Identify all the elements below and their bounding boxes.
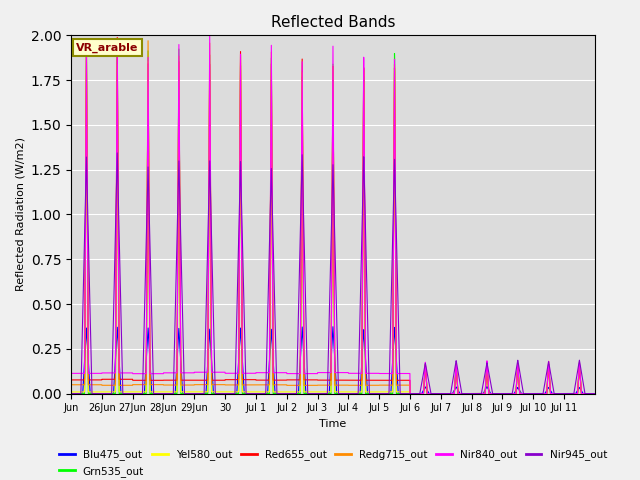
Nir840_out (150, 371, 158, 376)
Yel580_out (591, 391, 598, 396)
Redg715_out (115, 323, 123, 329)
Red655_out (177, 301, 184, 307)
Blu475_out (115, 351, 123, 357)
Yel580_out (406, 391, 414, 396)
Nir840_out (177, 273, 184, 278)
Redg715_out (177, 304, 184, 310)
Grn535_out (383, 391, 391, 396)
Red655_out (442, 391, 449, 396)
Nir945_out (151, 391, 159, 396)
Line: Nir840_out: Nir840_out (71, 36, 595, 394)
Nir945_out (113, 150, 121, 156)
Red655_out (389, 342, 397, 348)
Line: Nir945_out: Nir945_out (71, 153, 595, 394)
Blu475_out (177, 348, 184, 354)
Nir840_out (406, 391, 414, 396)
Yel580_out (206, 52, 214, 58)
Line: Redg715_out: Redg715_out (71, 41, 595, 394)
Grn535_out (175, 46, 183, 52)
Line: Grn535_out: Grn535_out (71, 49, 595, 394)
Legend: Blu475_out, Grn535_out, Yel580_out, Red655_out, Redg715_out, Nir840_out, Nir945_: Blu475_out, Grn535_out, Yel580_out, Red6… (55, 445, 611, 480)
Grn535_out (67, 391, 75, 396)
Blu475_out (383, 391, 391, 396)
Blu475_out (329, 324, 337, 330)
Yel580_out (442, 391, 449, 396)
Grn535_out (389, 353, 397, 359)
Blu475_out (150, 391, 158, 396)
Red655_out (115, 333, 123, 339)
Redg715_out (67, 382, 75, 388)
Nir840_out (442, 391, 449, 396)
Nir840_out (67, 371, 75, 376)
Grn535_out (177, 309, 184, 314)
Nir945_out (177, 216, 184, 222)
Grn535_out (115, 327, 123, 333)
Yel580_out (150, 389, 158, 395)
Blu475_out (67, 391, 75, 396)
Redg715_out (389, 346, 397, 352)
Line: Yel580_out: Yel580_out (71, 55, 595, 394)
Line: Blu475_out: Blu475_out (71, 327, 595, 394)
Nir840_out (383, 371, 391, 376)
Y-axis label: Reflected Radiation (W/m2): Reflected Radiation (W/m2) (15, 137, 25, 291)
X-axis label: Time: Time (319, 419, 346, 429)
Nir945_out (442, 391, 449, 396)
Red655_out (151, 377, 159, 383)
Yel580_out (115, 327, 123, 333)
Nir945_out (115, 220, 123, 226)
Yel580_out (389, 352, 397, 358)
Nir945_out (591, 391, 598, 396)
Redg715_out (591, 391, 598, 396)
Redg715_out (383, 382, 391, 388)
Redg715_out (442, 391, 449, 396)
Nir945_out (67, 391, 75, 396)
Blu475_out (591, 391, 598, 396)
Red655_out (406, 391, 414, 396)
Blu475_out (389, 354, 397, 360)
Redg715_out (406, 391, 414, 396)
Text: VR_arable: VR_arable (76, 43, 139, 53)
Nir840_out (591, 391, 598, 396)
Yel580_out (177, 291, 184, 297)
Line: Red655_out: Red655_out (71, 37, 595, 394)
Red655_out (67, 377, 75, 383)
Nir945_out (389, 225, 397, 230)
Title: Reflected Bands: Reflected Bands (271, 15, 395, 30)
Nir840_out (389, 336, 397, 341)
Redg715_out (144, 38, 152, 44)
Yel580_out (383, 389, 391, 395)
Red655_out (591, 391, 598, 396)
Grn535_out (442, 391, 449, 396)
Grn535_out (591, 391, 598, 396)
Nir945_out (383, 391, 391, 396)
Yel580_out (67, 389, 75, 395)
Blu475_out (442, 391, 449, 396)
Redg715_out (151, 382, 159, 387)
Nir840_out (206, 33, 214, 38)
Red655_out (383, 377, 391, 383)
Red655_out (113, 35, 121, 40)
Grn535_out (150, 391, 158, 396)
Nir840_out (115, 309, 123, 315)
